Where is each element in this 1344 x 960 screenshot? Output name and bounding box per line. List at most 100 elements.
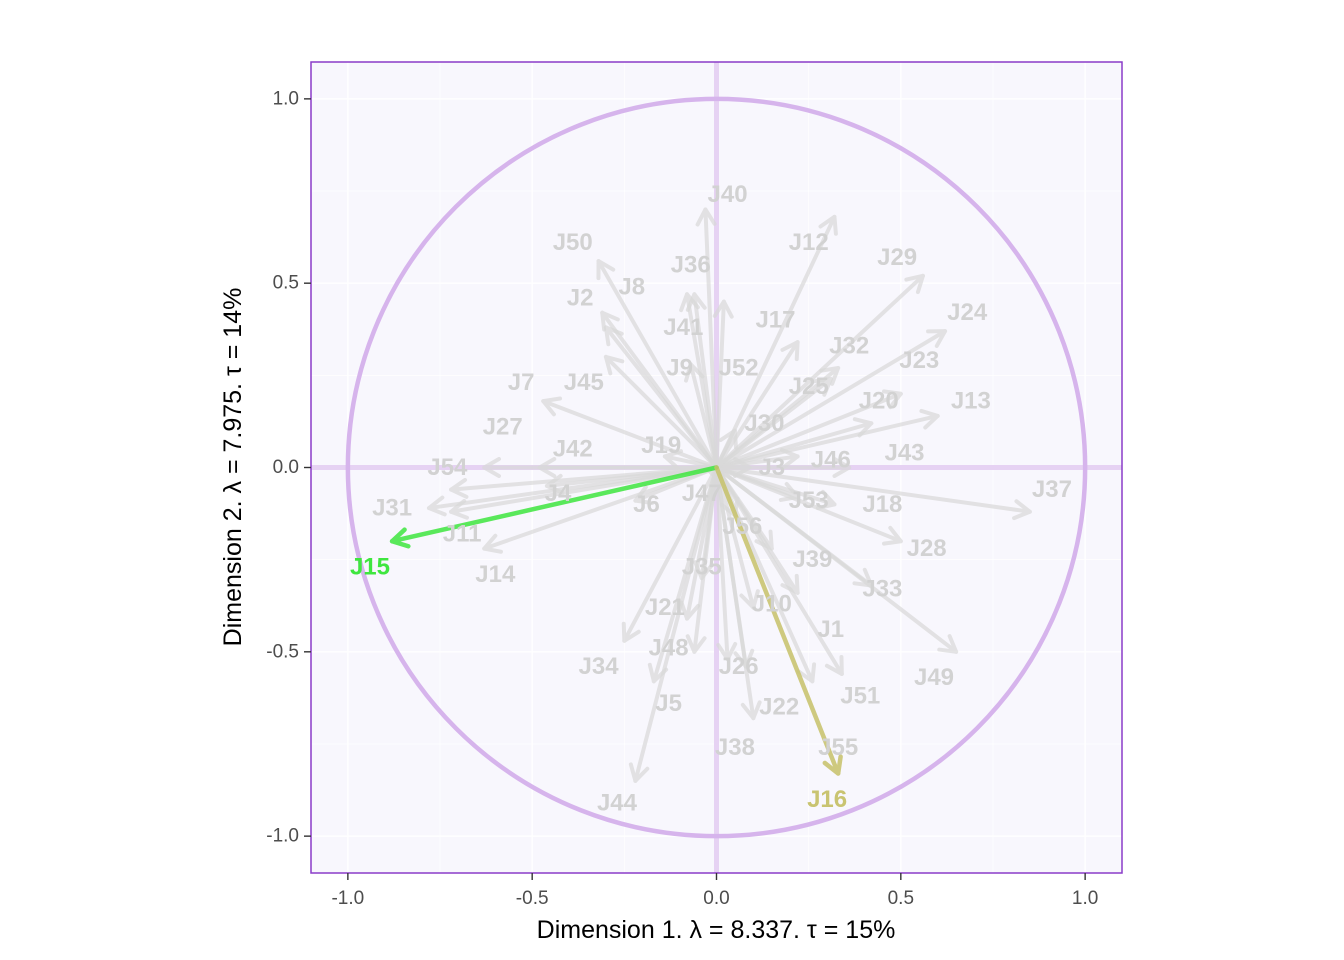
label-j8: J8 <box>618 273 645 300</box>
label-j1: J1 <box>817 616 844 643</box>
arrow-j48 <box>685 465 719 654</box>
arrow-head <box>537 457 557 478</box>
label-j23: J23 <box>899 347 939 374</box>
label-j54: J54 <box>427 454 468 481</box>
arrow-j42 <box>537 457 719 478</box>
y-tick-label: 0.5 <box>273 273 299 294</box>
arrow-head <box>818 214 838 236</box>
arrow-head <box>712 299 734 319</box>
label-j20: J20 <box>859 388 899 415</box>
label-j41: J41 <box>663 314 703 341</box>
arrow-shaft <box>603 325 719 470</box>
variable-arrows <box>389 207 1032 783</box>
label-j55: J55 <box>818 734 858 761</box>
label-j27: J27 <box>483 413 523 440</box>
variable-labels: J1J2J3J4J5J6J7J8J9J10J11J12J13J14J17J18J… <box>350 181 1072 816</box>
label-j53: J53 <box>789 487 829 514</box>
y-tick-label: 0.0 <box>273 457 299 478</box>
arrow-shaft <box>714 421 874 470</box>
arrow-j49 <box>714 465 959 654</box>
label-j35: J35 <box>682 554 722 581</box>
label-j32: J32 <box>829 332 869 359</box>
arrow-j17 <box>714 340 800 470</box>
label-j9: J9 <box>666 354 693 381</box>
label-j34: J34 <box>579 653 620 680</box>
x-tick-label: -0.5 <box>516 888 549 909</box>
label-j14: J14 <box>475 561 516 588</box>
label-j39: J39 <box>792 546 832 573</box>
arrow-j54 <box>449 465 719 499</box>
arrow-head <box>685 634 707 654</box>
arrow-j44 <box>628 465 719 783</box>
label-j33: J33 <box>862 576 902 603</box>
label-j50: J50 <box>553 229 593 256</box>
label-j37: J37 <box>1032 476 1072 503</box>
arrow-shaft <box>685 292 719 470</box>
arrow-head <box>1012 499 1032 521</box>
label-j31: J31 <box>372 495 412 522</box>
label-j26: J26 <box>719 653 759 680</box>
label-j18: J18 <box>862 491 902 518</box>
label-j43: J43 <box>884 439 924 466</box>
arrow-j8 <box>603 325 719 470</box>
arrow-head <box>389 527 411 549</box>
x-tick-label: 1.0 <box>1072 888 1098 909</box>
y-axis-title: Dimension 2. λ = 7.975. τ = 14% <box>219 288 247 647</box>
arrow-head <box>679 600 701 621</box>
label-j52: J52 <box>719 354 759 381</box>
y-axis: -1.0 -0.5 0.0 0.5 1.0 <box>266 88 311 847</box>
arrow-shaft <box>714 465 959 654</box>
x-axis-title: Dimension 1. λ = 8.337. τ = 15% <box>537 916 896 944</box>
arrow-head <box>426 495 447 517</box>
arrow-j45 <box>603 354 719 470</box>
arrow-shaft <box>449 465 719 492</box>
arrow-j53 <box>714 465 800 502</box>
arrow-shaft <box>714 465 748 669</box>
arrow-head <box>926 329 948 348</box>
arrow-head <box>832 457 852 478</box>
arrow-head <box>739 589 760 610</box>
arrow-head <box>541 396 563 417</box>
arrow-shaft <box>596 259 719 470</box>
arrow-j32 <box>714 365 841 470</box>
arrow-shaft <box>714 465 800 499</box>
arrow-j52 <box>712 299 734 470</box>
arrow-head <box>919 408 940 430</box>
arrow-j50 <box>596 259 719 470</box>
x-axis: -1.0 -0.5 0.0 0.5 1.0 <box>331 873 1098 909</box>
arrow-head <box>779 448 800 469</box>
label-j44: J44 <box>597 789 638 816</box>
label-j47: J47 <box>682 480 722 507</box>
arrow-shaft <box>714 365 841 470</box>
arrow-shaft <box>714 465 756 610</box>
arrow-j24 <box>714 329 948 470</box>
arrow-j37 <box>714 465 1032 521</box>
arrow-head <box>662 449 684 470</box>
label-j38: J38 <box>715 734 755 761</box>
label-j7: J7 <box>508 369 535 396</box>
label-j21: J21 <box>645 594 685 621</box>
arrow-shaft <box>714 465 1032 514</box>
arrow-head <box>819 365 841 386</box>
arrow-shaft <box>714 428 737 470</box>
arrow-head <box>815 489 837 511</box>
label-j6: J6 <box>633 491 660 518</box>
label-j46: J46 <box>811 447 851 474</box>
arrow-shaft <box>714 214 837 470</box>
y-tick-label: -1.0 <box>266 826 299 847</box>
arrow-head <box>679 292 700 313</box>
label-j30: J30 <box>744 410 784 437</box>
label-j2: J2 <box>567 284 594 311</box>
arrow-head <box>796 662 817 684</box>
arrow-j15 <box>389 465 719 549</box>
arrow-head <box>811 377 833 397</box>
arrow-head <box>628 762 650 783</box>
label-j42: J42 <box>553 436 593 463</box>
y-tick-label: 1.0 <box>273 88 299 109</box>
y-tick-label: -0.5 <box>266 641 299 662</box>
label-j12: J12 <box>789 229 829 256</box>
arrow-j30 <box>714 428 738 470</box>
arrow-j16 <box>714 465 843 776</box>
arrow-head <box>780 340 800 362</box>
arrow-shaft <box>603 354 719 470</box>
